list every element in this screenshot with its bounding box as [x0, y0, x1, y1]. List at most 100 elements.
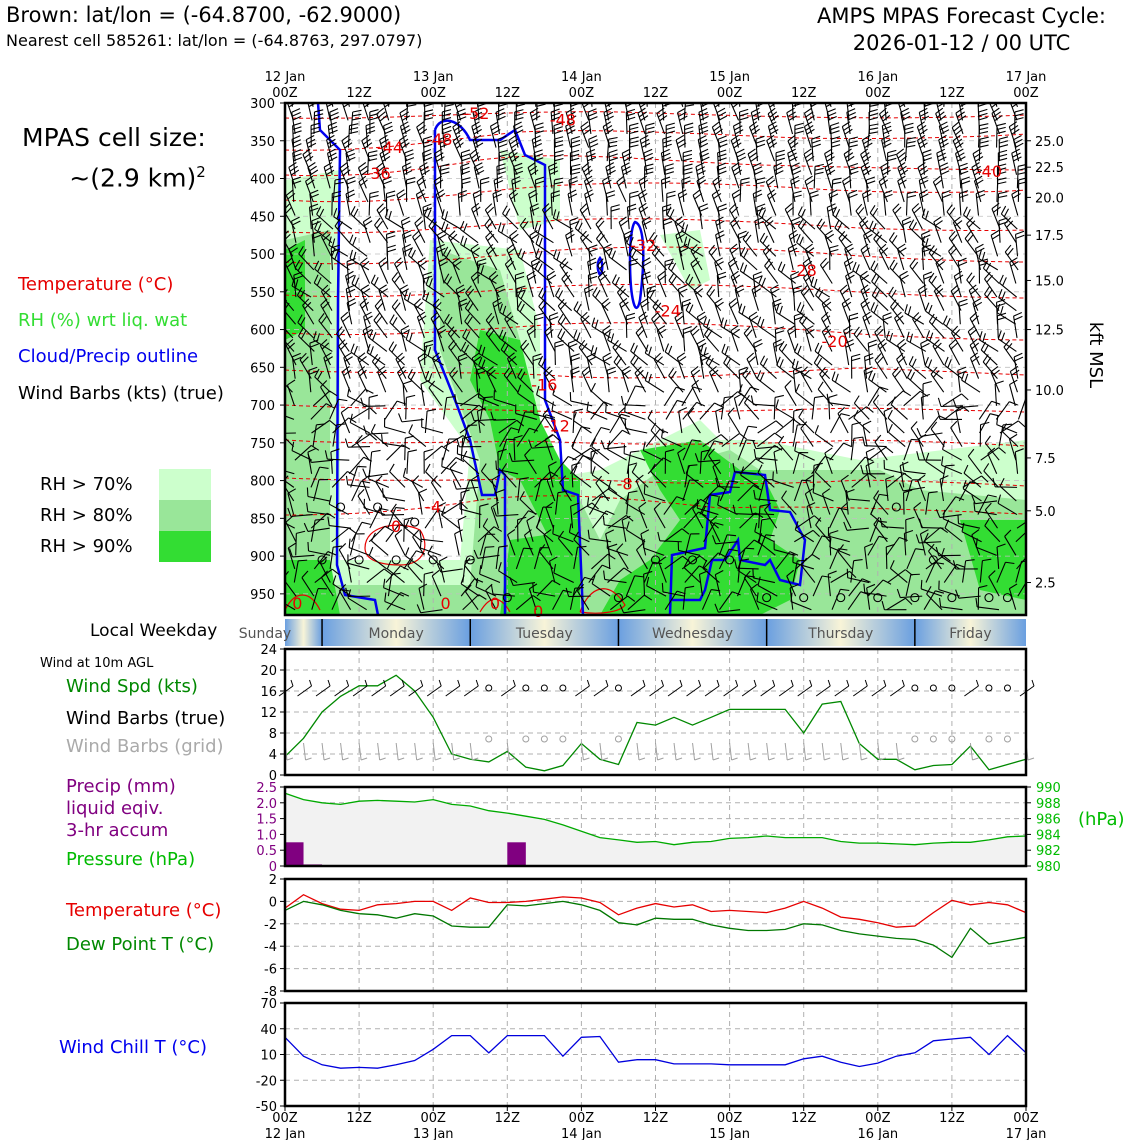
wind-barb-feather: [454, 95, 461, 100]
wind-barb-feather: [371, 449, 381, 453]
top-hour-label: 00Z: [865, 86, 891, 101]
wind-barb-feather: [554, 150, 564, 154]
wind-barb-feather: [992, 81, 1000, 85]
wind-barb-feather: [408, 97, 417, 99]
wind-barb-feather: [386, 235, 396, 239]
wind-barb-feather: [585, 288, 594, 294]
wind-barb-feather: [790, 592, 793, 602]
wind-barb-feather: [394, 302, 401, 311]
wind-barb-feather: [862, 420, 872, 426]
wind-barb-feather: [276, 466, 279, 474]
wind-barb-feather: [307, 453, 312, 463]
wind-barb-feather: [508, 148, 517, 155]
wind-barb-feather: [699, 85, 707, 89]
wind-barb-feather: [534, 153, 544, 158]
wind-barb-feather: [683, 167, 693, 171]
wind-barb-feather: [913, 501, 922, 509]
wind-barb-feather: [457, 112, 466, 117]
wind-barb-feather: [864, 679, 868, 687]
wind-barb: [366, 473, 389, 478]
wind-barb-feather: [320, 298, 328, 306]
wind-barb-feather: [397, 192, 406, 199]
wind-barb-feather: [866, 176, 876, 181]
wind-barb-feather: [467, 288, 475, 297]
wind-barb-feather: [440, 143, 450, 148]
grid-barb-feather: [824, 757, 831, 761]
bottom-date-label: 13 Jan: [413, 1127, 454, 1140]
panel-ytick-label: 0: [269, 895, 277, 910]
wind-barb-feather: [940, 129, 950, 135]
wind-barb-feather: [463, 344, 470, 353]
wind-barb: [662, 591, 685, 597]
wind-barb-feather: [787, 148, 796, 154]
wind-barb-feather: [922, 380, 932, 385]
wind-barb-feather: [674, 216, 683, 223]
pressure-ytick-label: 980: [1036, 860, 1061, 875]
wind-barb-feather: [297, 314, 303, 323]
wind-barb-feather: [348, 527, 357, 534]
wind-barb-feather: [404, 519, 410, 529]
wind-barb-feather: [401, 444, 411, 450]
wind-barb-feather: [285, 189, 294, 196]
wind-barb-feather: [898, 356, 906, 364]
wind-barb-feather: [829, 538, 832, 548]
wind-barb-feather: [979, 140, 989, 144]
wind-barb-feather: [305, 155, 314, 163]
wind-barb: [490, 507, 500, 529]
wind-barb-feather: [334, 181, 344, 185]
wind-barb-feather: [362, 138, 371, 145]
wind-barb-feather: [924, 302, 930, 312]
wind-barb-feather: [509, 577, 514, 586]
wind-panel-title: Wind at 10m AGL: [40, 656, 154, 671]
wind-barb-feather: [419, 530, 422, 540]
wind-barb-feather: [506, 243, 515, 251]
grid-barb-feather: [360, 757, 368, 761]
wind-barb-feather: [881, 135, 890, 141]
wind-barb-feather: [581, 366, 590, 373]
wind-barb: [962, 475, 982, 488]
wind-barb-feather: [511, 142, 520, 149]
calm-circle: [428, 555, 438, 565]
wind-barb: [386, 592, 402, 611]
wind-barb-feather: [952, 560, 957, 570]
wind-barb-feather: [416, 189, 425, 195]
wind-barb-feather: [823, 301, 832, 308]
wind-barb-feather: [345, 149, 355, 154]
wind-barb-feather: [887, 153, 897, 158]
wind-barb-feather: [730, 325, 739, 332]
weekday-text: Monday: [369, 626, 424, 642]
wind-barb-feather: [662, 203, 672, 208]
wind-barb-feather: [690, 257, 699, 265]
pressure-tick-label: 900: [250, 550, 275, 565]
wind-barb-feather: [638, 111, 647, 118]
wind-barb-feather: [603, 179, 612, 185]
wind-barb-feather: [602, 325, 611, 332]
wind-barb-feather: [648, 373, 652, 383]
wind-barb-feather: [495, 284, 505, 290]
wind-barb: [588, 564, 603, 583]
wind-barb-feather: [338, 339, 346, 347]
weekday-cell: [914, 619, 1026, 646]
wind-barb-feather: [341, 365, 350, 373]
wind-barb-feather: [662, 139, 672, 144]
wind-barb-feather: [292, 126, 302, 131]
wind-barb-feather: [852, 261, 857, 271]
wind-barb-feather: [384, 208, 389, 218]
wind-barb-feather: [734, 125, 743, 131]
wind-barb: [590, 390, 609, 407]
wind-barb-feather: [417, 193, 426, 199]
wind-barb: [460, 583, 480, 597]
wind-barb-feather: [352, 109, 362, 113]
wind-barb-feather: [929, 332, 934, 342]
wind-barb-feather: [508, 189, 517, 196]
wind-barb: [718, 548, 730, 570]
wind-barb-feather: [440, 163, 450, 167]
wind-barb-feather: [588, 244, 598, 249]
wind-barb: [756, 600, 778, 611]
wind-barb: [834, 685, 850, 697]
wind-barb-feather: [600, 426, 610, 431]
kft-tick-label: 25.0: [1035, 135, 1064, 150]
wind-barb-feather: [404, 517, 414, 521]
wind-barb-feather: [789, 584, 799, 589]
wind-barb-feather: [431, 352, 440, 359]
